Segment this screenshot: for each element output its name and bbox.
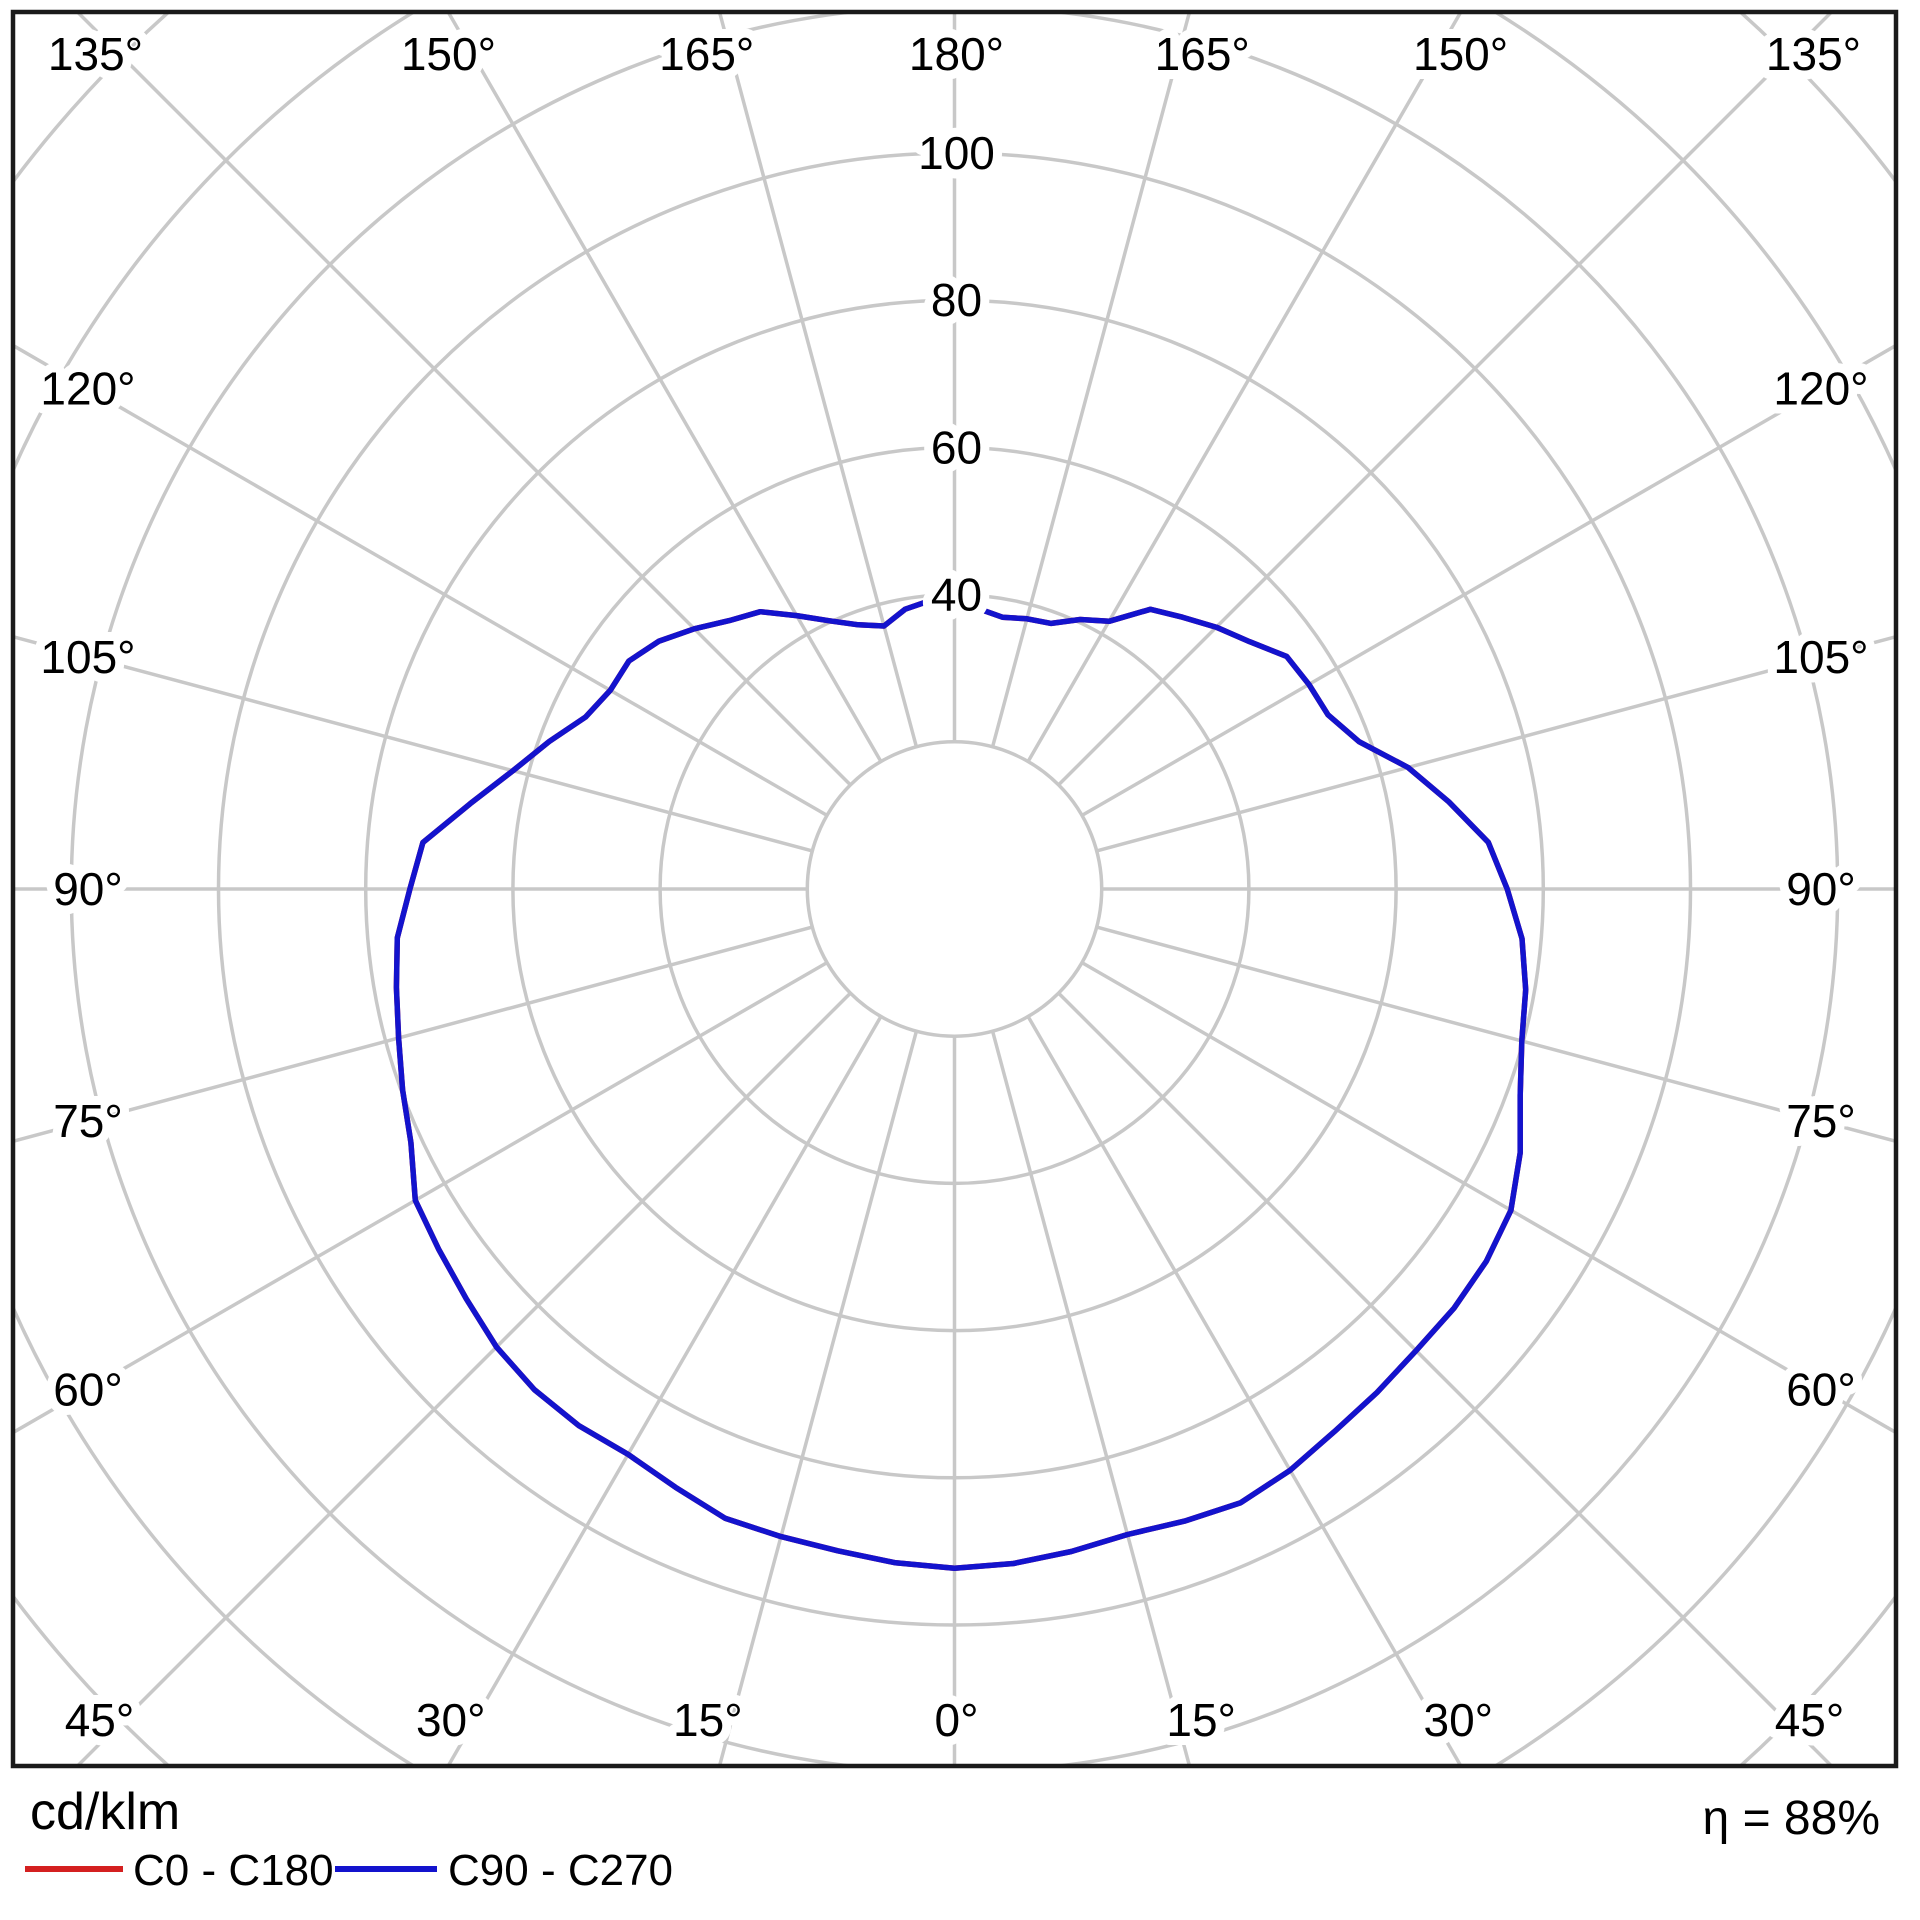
unit-label: cd/klm — [30, 1783, 180, 1841]
intensity-curves — [393, 594, 1529, 1572]
radial-tick-label-60: 60 — [931, 421, 982, 473]
angle-label-75°: 75° — [53, 1095, 123, 1147]
angle-label-0°: 0° — [935, 1694, 979, 1746]
angle-label-135°: 135° — [1766, 28, 1861, 80]
angle-label-30°: 30° — [416, 1694, 486, 1746]
grid-ray-195 — [717, 12, 919, 748]
grid-ray-345 — [717, 1030, 919, 1766]
grid-ray-105 — [1096, 634, 1896, 853]
grid-ray-120 — [1081, 343, 1896, 817]
grid-ray-60 — [1081, 961, 1896, 1435]
legend-label-c0-c180: C0 - C180 — [133, 1846, 334, 1895]
footer: cd/klm η = 88% C0 - C180 C90 - C270 — [25, 1783, 1880, 1895]
angle-label-120°: 120° — [40, 363, 135, 415]
grid-ray-300 — [13, 961, 828, 1435]
grid-ray-315 — [75, 991, 852, 1766]
grid-ray-255 — [13, 634, 813, 853]
angle-label-105°: 105° — [1773, 631, 1868, 683]
angle-label-60°: 60° — [1786, 1363, 1856, 1415]
grid-ray-225 — [75, 12, 852, 787]
grid-ray-165 — [990, 12, 1192, 748]
angle-label-180°: 180° — [909, 28, 1004, 80]
angle-label-45°: 45° — [1775, 1694, 1845, 1746]
angle-label-165°: 165° — [1155, 28, 1250, 80]
angle-label-15°: 15° — [1166, 1694, 1236, 1746]
angle-label-150°: 150° — [401, 28, 496, 80]
grid-ring-20 — [805, 740, 1104, 1038]
axis-labels: 40 60 80 100 0° 15° 15° 30° 30° 45° 45° 60° 60° 75° 75… — [31, 19, 1877, 1755]
grid-ray-45 — [1057, 991, 1834, 1766]
angle-label-45°: 45° — [65, 1694, 135, 1746]
radial-tick-label-80: 80 — [931, 274, 982, 326]
radial-tick-label-40: 40 — [931, 569, 982, 621]
grid-ray-15 — [990, 1030, 1192, 1766]
grid-ray-75 — [1096, 925, 1896, 1144]
angle-label-15°: 15° — [673, 1694, 743, 1746]
angle-label-90°: 90° — [1786, 863, 1856, 915]
legend-label-c90-c270: C90 - C270 — [448, 1846, 673, 1895]
radial-tick-label-100: 100 — [918, 127, 995, 179]
grid-ray-330 — [446, 1015, 883, 1766]
angle-label-135°: 135° — [48, 28, 143, 80]
curve-C90-C270 — [393, 594, 1529, 1572]
angle-label-60°: 60° — [53, 1363, 123, 1415]
grid-ray-30 — [1026, 1015, 1463, 1766]
plot-border — [10, 9, 1899, 1769]
angle-label-30°: 30° — [1423, 1694, 1493, 1746]
angle-label-75°: 75° — [1786, 1095, 1856, 1147]
grid-ray-150 — [1026, 12, 1463, 763]
angle-label-165°: 165° — [659, 28, 754, 80]
angle-label-120°: 120° — [1773, 363, 1868, 415]
grid-ray-285 — [13, 925, 813, 1144]
grid-ray-210 — [446, 12, 883, 763]
angle-label-105°: 105° — [40, 631, 135, 683]
angle-label-150°: 150° — [1413, 28, 1508, 80]
efficiency-label: η = 88% — [1703, 1792, 1880, 1845]
angle-label-90°: 90° — [53, 863, 123, 915]
legend: C0 - C180 C90 - C270 — [25, 1846, 673, 1895]
grid-ray-240 — [13, 343, 828, 817]
